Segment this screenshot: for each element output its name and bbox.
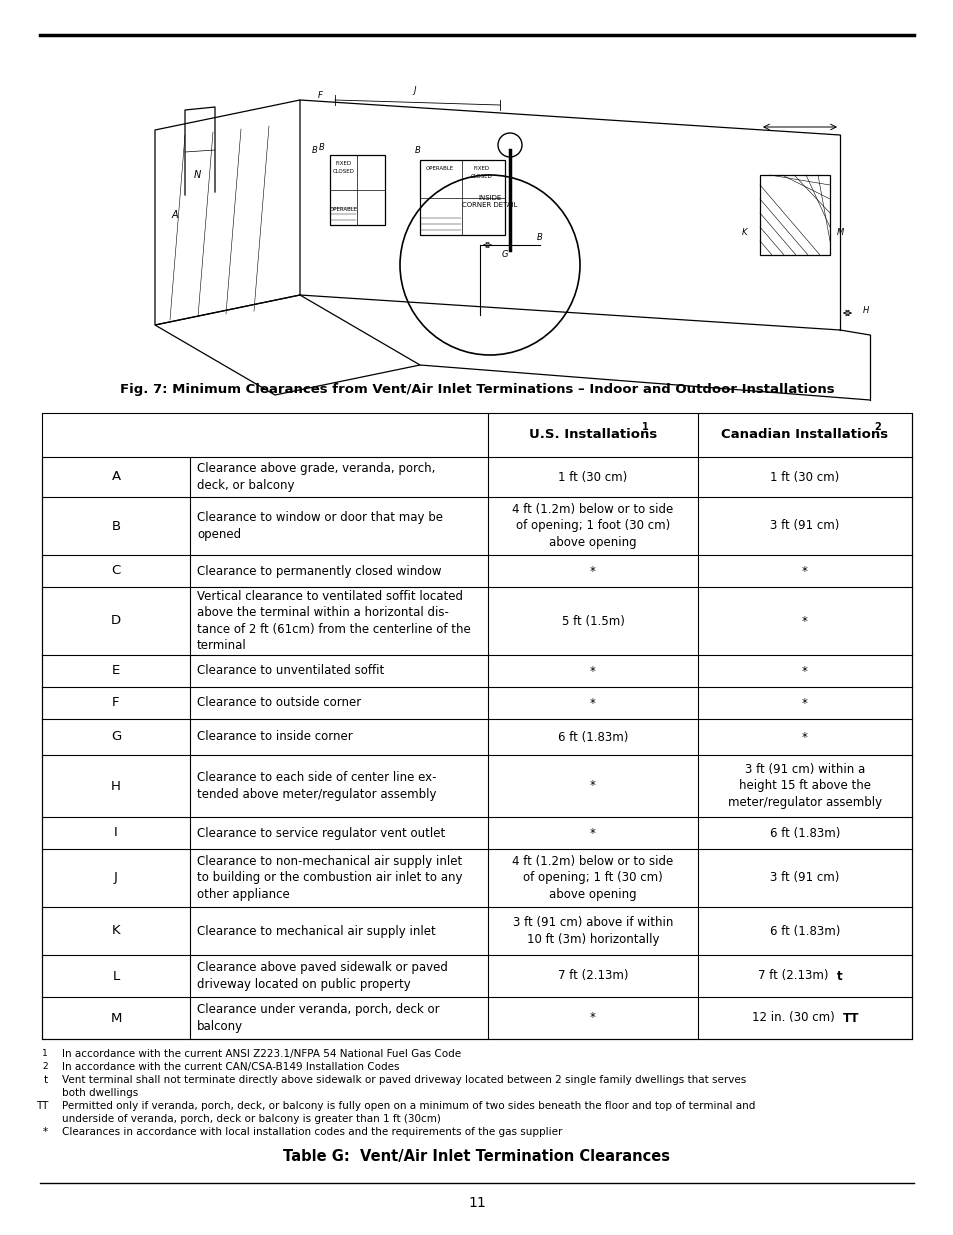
Text: F: F [317, 91, 322, 100]
Text: 7 ft (2.13m): 7 ft (2.13m) [757, 969, 831, 983]
Text: OPERABLE: OPERABLE [425, 165, 454, 170]
Circle shape [497, 133, 521, 157]
Text: Clearance to outside corner: Clearance to outside corner [196, 697, 361, 709]
Text: Vent terminal shall not terminate directly above sidewalk or paved driveway loca: Vent terminal shall not terminate direct… [62, 1074, 745, 1086]
Text: G: G [501, 249, 508, 259]
Text: D: D [111, 615, 121, 627]
Text: *: * [801, 615, 807, 627]
Text: I: I [114, 826, 118, 840]
Text: Clearance above paved sidewalk or paved
driveway located on public property: Clearance above paved sidewalk or paved … [196, 961, 447, 990]
Text: t: t [44, 1074, 48, 1086]
Text: K: K [112, 925, 120, 937]
Text: *: * [801, 664, 807, 678]
Text: Clearance to non-mechanical air supply inlet
to building or the combustion air i: Clearance to non-mechanical air supply i… [196, 855, 462, 902]
Text: *: * [590, 826, 596, 840]
Text: J: J [414, 86, 416, 95]
Text: *: * [801, 730, 807, 743]
Text: FIXED: FIXED [335, 161, 352, 165]
Bar [42, 412, 911, 1039]
Text: Clearance to service regulator vent outlet: Clearance to service regulator vent outl… [196, 826, 445, 840]
Text: M: M [836, 228, 842, 237]
Text: 7 ft (2.13m): 7 ft (2.13m) [558, 969, 628, 983]
Text: both dwellings: both dwellings [62, 1088, 138, 1098]
Bar [330, 156, 385, 225]
Text: L: L [112, 969, 119, 983]
Text: FIXED: FIXED [474, 165, 490, 170]
Text: *: * [801, 697, 807, 709]
Text: Clearance to permanently closed window: Clearance to permanently closed window [196, 564, 441, 578]
Text: *: * [590, 779, 596, 793]
Text: 3 ft (91 cm) within a
height 15 ft above the
meter/regulator assembly: 3 ft (91 cm) within a height 15 ft above… [727, 763, 882, 809]
Text: H: H [862, 306, 868, 315]
Text: A: A [172, 210, 178, 220]
Text: *: * [801, 564, 807, 578]
Text: underside of veranda, porch, deck or balcony is greater than 1 ft (30cm): underside of veranda, porch, deck or bal… [62, 1114, 440, 1124]
Text: B: B [319, 143, 325, 152]
Text: B: B [537, 233, 542, 242]
Text: 6 ft (1.83m): 6 ft (1.83m) [558, 730, 627, 743]
Text: 2: 2 [874, 422, 881, 432]
Text: 4 ft (1.2m) below or to side
of opening; 1 ft (30 cm)
above opening: 4 ft (1.2m) below or to side of opening;… [512, 855, 673, 902]
Text: Clearance to window or door that may be
opened: Clearance to window or door that may be … [196, 511, 442, 541]
Text: Clearance above grade, veranda, porch,
deck, or balcony: Clearance above grade, veranda, porch, d… [196, 462, 435, 492]
Text: 1: 1 [641, 422, 648, 432]
Text: In accordance with the current ANSI Z223.1/NFPA 54 National Fuel Gas Code: In accordance with the current ANSI Z223… [62, 1049, 460, 1058]
Text: t: t [836, 969, 841, 983]
Text: 1 ft (30 cm): 1 ft (30 cm) [770, 471, 839, 483]
Text: B: B [312, 146, 317, 156]
Text: Clearance under veranda, porch, deck or
balcony: Clearance under veranda, porch, deck or … [196, 1003, 439, 1032]
Text: E: E [112, 664, 120, 678]
Text: INSIDE
CORNER DETAIL: INSIDE CORNER DETAIL [462, 195, 517, 207]
Text: 6 ft (1.83m): 6 ft (1.83m) [769, 925, 840, 937]
Text: *: * [590, 564, 596, 578]
Bar [419, 161, 504, 235]
Text: M: M [111, 1011, 122, 1025]
Text: 5 ft (1.5m): 5 ft (1.5m) [561, 615, 624, 627]
Text: Canadian Installations: Canadian Installations [720, 427, 887, 441]
Text: U.S. Installations: U.S. Installations [528, 427, 657, 441]
Text: 3 ft (91 cm): 3 ft (91 cm) [769, 872, 839, 884]
Text: Vertical clearance to ventilated soffit located
above the terminal within a hori: Vertical clearance to ventilated soffit … [196, 590, 470, 652]
Text: OPERABLE: OPERABLE [330, 207, 357, 212]
Text: 12 in. (30 cm): 12 in. (30 cm) [751, 1011, 838, 1025]
Text: 11: 11 [468, 1195, 485, 1210]
Text: 1 ft (30 cm): 1 ft (30 cm) [558, 471, 627, 483]
Text: 4 ft (1.2m) below or to side
of opening; 1 foot (30 cm)
above opening: 4 ft (1.2m) below or to side of opening;… [512, 503, 673, 550]
Text: B: B [415, 146, 420, 156]
Text: 6 ft (1.83m): 6 ft (1.83m) [769, 826, 840, 840]
Text: Table G:  Vent/Air Inlet Termination Clearances: Table G: Vent/Air Inlet Termination Clea… [283, 1149, 670, 1165]
Text: Clearance to mechanical air supply inlet: Clearance to mechanical air supply inlet [196, 925, 436, 937]
Text: Fig. 7: Minimum Clearances from Vent/Air Inlet Terminations – Indoor and Outdoor: Fig. 7: Minimum Clearances from Vent/Air… [119, 384, 834, 396]
Text: *: * [590, 1011, 596, 1025]
Text: TT: TT [35, 1100, 48, 1112]
Text: *: * [590, 697, 596, 709]
Text: J: J [114, 872, 118, 884]
Text: C: C [112, 564, 120, 578]
Text: G: G [111, 730, 121, 743]
Text: In accordance with the current CAN/CSA-B149 Installation Codes: In accordance with the current CAN/CSA-B… [62, 1062, 399, 1072]
Text: Clearance to unventilated soffit: Clearance to unventilated soffit [196, 664, 384, 678]
Text: Permitted only if veranda, porch, deck, or balcony is fully open on a minimum of: Permitted only if veranda, porch, deck, … [62, 1100, 755, 1112]
Text: 1: 1 [42, 1049, 48, 1058]
Text: H: H [111, 779, 121, 793]
Text: *: * [43, 1128, 48, 1137]
Text: Clearances in accordance with local installation codes and the requirements of t: Clearances in accordance with local inst… [62, 1128, 561, 1137]
Text: 2: 2 [42, 1062, 48, 1071]
Text: 3 ft (91 cm): 3 ft (91 cm) [769, 520, 839, 532]
Text: A: A [112, 471, 120, 483]
Text: Clearance to each side of center line ex-
tended above meter/regulator assembly: Clearance to each side of center line ex… [196, 771, 436, 800]
Bar [760, 175, 829, 254]
Text: F: F [112, 697, 120, 709]
Text: Clearance to inside corner: Clearance to inside corner [196, 730, 353, 743]
Text: TT: TT [842, 1011, 859, 1025]
Text: 3 ft (91 cm) above if within
10 ft (3m) horizontally: 3 ft (91 cm) above if within 10 ft (3m) … [513, 916, 673, 946]
Text: *: * [590, 664, 596, 678]
Text: K: K [741, 228, 747, 237]
Text: N: N [193, 170, 200, 180]
Text: B: B [112, 520, 120, 532]
Text: CLOSED: CLOSED [333, 169, 355, 174]
Text: CLOSED: CLOSED [471, 174, 493, 179]
